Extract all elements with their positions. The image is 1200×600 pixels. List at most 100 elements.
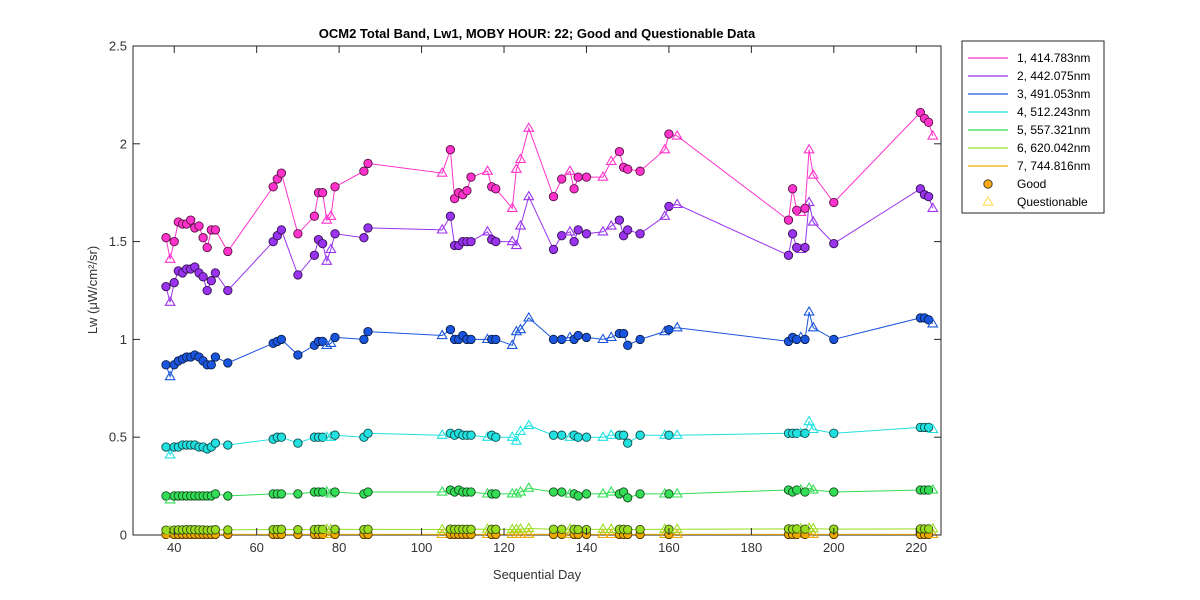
good-point (491, 432, 501, 442)
good-point (466, 236, 476, 247)
good-point (359, 166, 369, 176)
questionable-point (325, 243, 337, 254)
legend-label: 6, 620.042nm (1017, 141, 1090, 155)
questionable-point (803, 415, 815, 426)
series-2 (161, 184, 939, 306)
x-tick-label: 60 (249, 540, 263, 555)
legend-item: 5, 557.321nm (968, 123, 1090, 137)
good-point (581, 489, 592, 499)
legend-label: Good (1017, 177, 1046, 191)
legend-label: 1, 414.783nm (1017, 51, 1090, 65)
good-point (223, 491, 233, 501)
good-point (363, 223, 373, 233)
plot-area (132, 45, 942, 536)
good-point (206, 360, 216, 370)
legend-label: 4, 512.243nm (1017, 105, 1090, 119)
good-point (787, 229, 798, 239)
questionable-point (523, 190, 535, 201)
legend-label: Questionable (1017, 195, 1088, 209)
questionable-point (807, 215, 819, 226)
questionable-point (807, 423, 819, 434)
questionable-point (514, 528, 527, 539)
questionable-point (321, 255, 333, 265)
series-3 (161, 305, 939, 381)
y-tick-label: 1.5 (109, 234, 127, 249)
questionable-point (506, 431, 518, 441)
questionable-point (659, 210, 671, 220)
x-tick-label: 180 (741, 540, 763, 555)
good-point (293, 438, 303, 448)
good-point (223, 525, 233, 535)
questionable-point (514, 523, 527, 533)
good-point (557, 334, 567, 345)
questionable-point (803, 143, 815, 154)
questionable-point (514, 485, 527, 496)
good-point (569, 236, 579, 247)
legend-item: 3, 491.053nm (968, 87, 1090, 101)
good-point (363, 158, 373, 169)
y-axis-label: Lw (μW/cm²/sr) (85, 246, 100, 334)
questionable-point (523, 528, 535, 538)
questionable-point (523, 482, 535, 492)
good-point (664, 201, 674, 212)
good-point (161, 442, 171, 452)
good-point (548, 191, 559, 202)
good-point (293, 270, 303, 280)
good-point (359, 233, 369, 243)
questionable-point (436, 429, 448, 439)
good-point (623, 225, 633, 235)
good-point (635, 334, 645, 345)
questionable-point (164, 370, 176, 381)
questionable-point (510, 239, 523, 250)
series-1 (161, 107, 939, 263)
good-point (363, 524, 373, 534)
questionable-point (597, 487, 609, 498)
good-point (557, 524, 567, 534)
good-point (783, 250, 794, 260)
x-tick-label: 40 (167, 540, 181, 555)
questionable-point (927, 522, 939, 533)
good-point (161, 360, 171, 370)
y-tick-label: 0 (120, 528, 127, 543)
good-point (293, 229, 303, 239)
x-tick-label: 80 (332, 540, 346, 555)
questionable-point (523, 122, 535, 132)
good-point (293, 350, 303, 360)
good-point (161, 233, 171, 243)
questionable-point (927, 202, 939, 212)
good-point (635, 430, 645, 440)
good-point (573, 491, 583, 501)
good-point (573, 172, 583, 182)
good-point (330, 430, 340, 440)
good-point (210, 352, 221, 362)
questionable-point (436, 223, 448, 234)
good-point (169, 236, 179, 247)
questionable-point (671, 487, 683, 498)
questionable-point (436, 523, 448, 534)
series-4 (161, 415, 939, 459)
good-point (466, 524, 476, 534)
questionable-point (506, 202, 518, 212)
good-point (309, 211, 320, 221)
good-point (491, 524, 501, 534)
questionable-point (597, 523, 609, 533)
data-layer (161, 107, 939, 540)
good-point (783, 215, 794, 225)
good-point (664, 489, 674, 499)
legend-item: 1, 414.783nm (968, 51, 1090, 65)
good-point (293, 525, 303, 535)
good-point (557, 430, 567, 440)
questionable-point (807, 169, 819, 179)
good-point (202, 242, 212, 253)
questionable-point (510, 435, 523, 445)
questionable-point (597, 528, 609, 539)
questionable-point (436, 528, 448, 539)
questionable-point (514, 219, 527, 230)
legend-item: 7, 744.816nm (968, 159, 1090, 173)
good-point (623, 340, 633, 350)
good-point (614, 215, 625, 225)
questionable-point (164, 448, 176, 459)
questionable-point (927, 528, 939, 539)
questionable-point (523, 311, 535, 322)
questionable-point (605, 429, 617, 439)
